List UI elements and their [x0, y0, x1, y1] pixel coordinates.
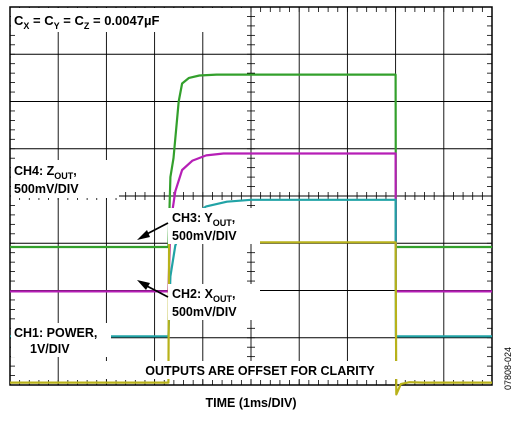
ch3-scale-label: 500mV/DIV — [172, 229, 237, 243]
ch2-scale-label: 500mV/DIV — [172, 305, 237, 319]
footer-note: OUTPUTS ARE OFFSET FOR CLARITY — [145, 364, 375, 378]
ch4-scale-label: 500mV/DIV — [14, 182, 79, 196]
x-axis-label: TIME (1ms/DIV) — [206, 396, 297, 410]
footer-note-box — [104, 361, 416, 379]
ch3-arrowhead — [137, 230, 150, 240]
ch2-label-box — [168, 284, 260, 320]
ch1-scale-label: 1V/DIV — [30, 342, 70, 356]
ch1-label-box — [11, 323, 111, 357]
trace-z — [10, 73, 492, 249]
capacitor-note: CX = CY = CZ = 0.0047µF — [14, 13, 159, 31]
capacitor-note-box — [11, 8, 245, 32]
ch2-label: CH2: XOUT, — [172, 287, 235, 304]
ch1-label: CH1: POWER, — [14, 326, 97, 340]
ch4-label: CH4: ZOUT, — [14, 164, 77, 181]
plot-grid — [9, 6, 493, 386]
ch4-label-box — [11, 160, 119, 198]
figure-id: 07808-024 — [503, 347, 513, 390]
trace-y — [10, 152, 492, 293]
ch2-arrowhead — [137, 280, 150, 290]
ch3-label-box — [168, 208, 260, 244]
ch3-label: CH3: YOUT, — [172, 211, 235, 228]
